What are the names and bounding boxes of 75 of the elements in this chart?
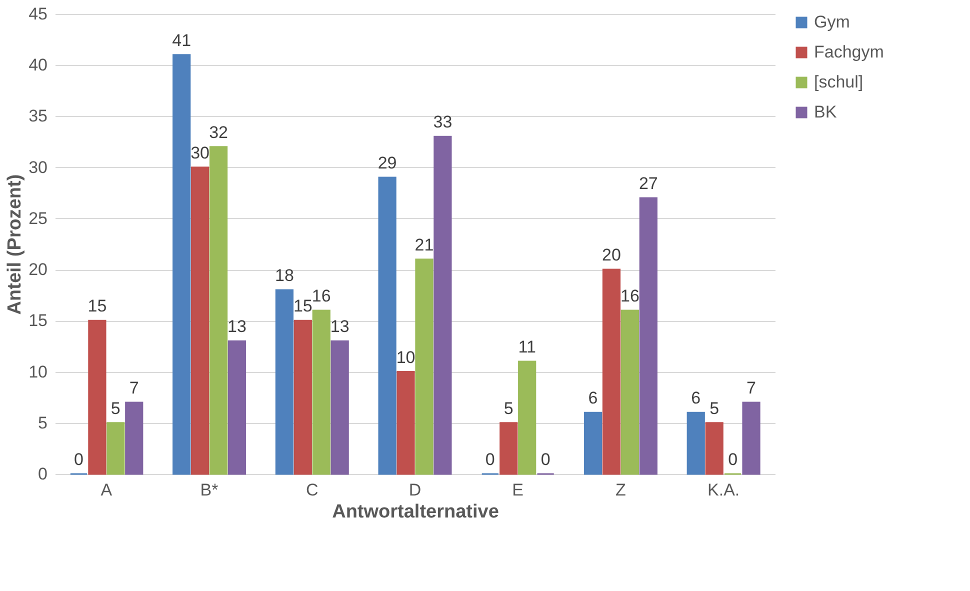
data-label: 5 — [710, 398, 720, 418]
data-label: 27 — [638, 174, 658, 193]
data-label: 18 — [274, 266, 294, 285]
y-tick-label: 20 — [28, 260, 48, 280]
data-label: 11 — [518, 338, 536, 357]
y-tick-label: 35 — [28, 106, 48, 126]
x-tick-label: Z — [616, 480, 626, 500]
data-label: 0 — [728, 450, 738, 469]
x-tick-label: B* — [200, 480, 219, 500]
bar — [88, 320, 106, 475]
data-label: 6 — [691, 388, 701, 408]
legend-label: BK — [814, 102, 838, 122]
data-label: 13 — [228, 317, 246, 336]
x-axis-title: Antwortalternative — [332, 502, 499, 522]
y-tick-label: 15 — [28, 311, 48, 330]
bar — [518, 360, 536, 475]
data-label: 33 — [433, 112, 452, 132]
bar — [639, 197, 658, 475]
data-label: 7 — [746, 378, 756, 398]
bar — [742, 402, 760, 475]
data-label: 0 — [540, 450, 550, 469]
y-tick-label: 5 — [38, 413, 48, 432]
bar — [190, 166, 210, 475]
bar — [172, 54, 191, 475]
legend-label: Gym — [814, 12, 850, 32]
data-label: 6 — [588, 388, 598, 408]
y-tick-label: 30 — [28, 158, 48, 177]
bar — [125, 402, 144, 475]
x-tick-label: E — [512, 480, 524, 500]
bar — [686, 412, 705, 475]
x-tick-label: A — [100, 480, 113, 500]
bar — [106, 422, 125, 475]
bar — [415, 258, 434, 475]
data-label: 16 — [620, 286, 640, 306]
data-label: 32 — [209, 122, 228, 142]
y-tick-label: 45 — [28, 4, 48, 24]
data-label: 29 — [378, 154, 397, 173]
data-label: 13 — [330, 317, 350, 336]
data-label: 10 — [396, 348, 416, 367]
bar — [584, 412, 602, 475]
y-tick-label: 0 — [38, 464, 48, 484]
bar — [312, 310, 330, 475]
data-label: 7 — [129, 378, 139, 398]
bar — [602, 268, 621, 475]
bar — [620, 310, 640, 475]
x-tick-label: C — [306, 480, 318, 500]
bar — [396, 371, 415, 475]
data-label: 20 — [602, 246, 621, 265]
y-tick-label: 25 — [28, 208, 48, 228]
legend-label: [schul] — [814, 72, 864, 92]
data-label: 30 — [190, 143, 210, 162]
bar — [500, 422, 518, 475]
data-label: 16 — [312, 286, 331, 306]
y-axis-title: Anteil (Prozent) — [4, 174, 26, 315]
data-label: 15 — [88, 296, 107, 316]
bar — [209, 146, 228, 475]
bar — [378, 176, 396, 475]
data-label: 0 — [74, 450, 84, 469]
data-label: 41 — [172, 30, 192, 50]
y-tick-label: 10 — [28, 362, 48, 382]
x-tick-label: K.A. — [708, 480, 740, 500]
legend-label: Fachgym — [814, 42, 884, 62]
data-label: 5 — [110, 398, 120, 418]
bar — [294, 320, 312, 475]
bar — [330, 340, 349, 475]
x-tick-label: D — [408, 480, 422, 500]
data-label: 5 — [504, 398, 514, 418]
data-label: 21 — [414, 235, 434, 254]
data-label: 0 — [485, 450, 495, 469]
bar — [434, 136, 452, 475]
bar — [228, 340, 246, 475]
bar — [275, 289, 294, 475]
data-label: 15 — [293, 296, 312, 316]
y-tick-label: 40 — [28, 56, 48, 75]
bar — [705, 422, 724, 475]
